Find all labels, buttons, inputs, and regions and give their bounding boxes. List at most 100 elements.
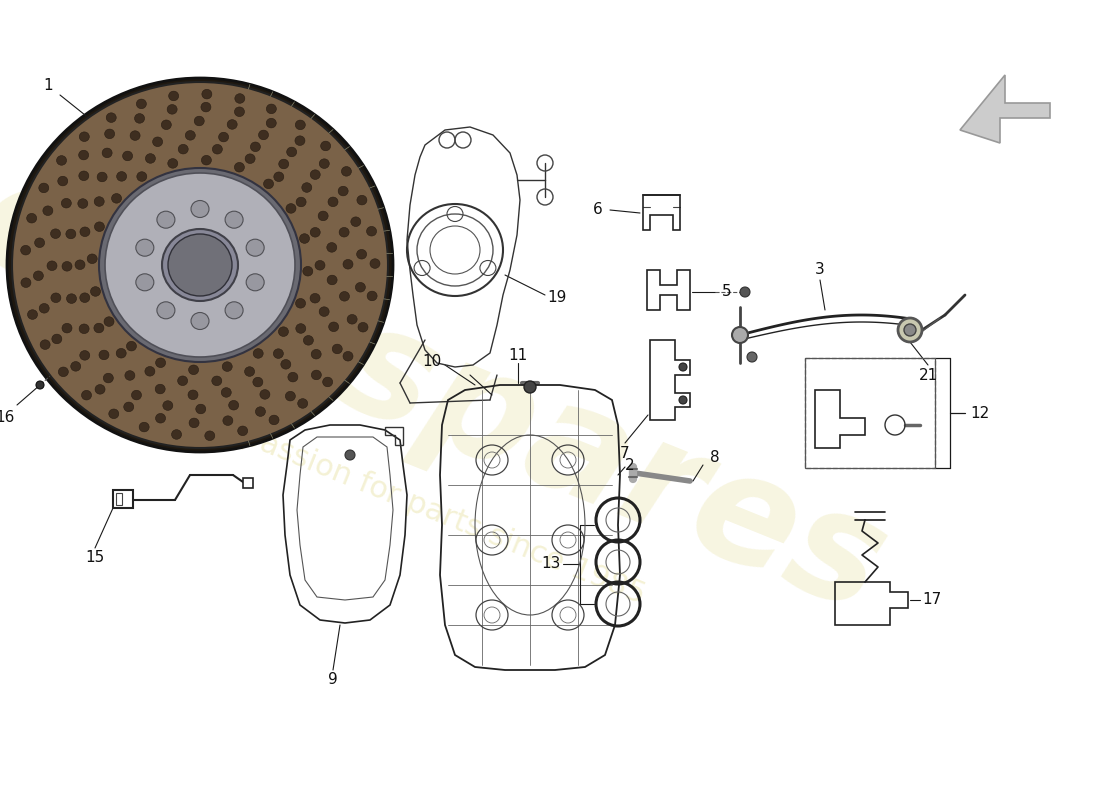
- Ellipse shape: [80, 227, 90, 237]
- Text: 1: 1: [43, 78, 53, 93]
- Ellipse shape: [28, 310, 37, 319]
- Ellipse shape: [266, 104, 276, 114]
- Ellipse shape: [102, 148, 112, 158]
- Ellipse shape: [287, 147, 297, 157]
- Ellipse shape: [201, 155, 211, 165]
- Ellipse shape: [280, 359, 290, 369]
- Ellipse shape: [212, 376, 222, 386]
- Ellipse shape: [898, 318, 922, 342]
- Ellipse shape: [80, 293, 90, 302]
- Ellipse shape: [95, 197, 104, 206]
- Ellipse shape: [136, 172, 146, 182]
- Bar: [113, 490, 133, 508]
- Ellipse shape: [47, 261, 57, 270]
- Text: 6: 6: [593, 202, 603, 218]
- Ellipse shape: [315, 261, 324, 270]
- Ellipse shape: [285, 391, 296, 401]
- Ellipse shape: [255, 406, 265, 416]
- Bar: [116, 493, 122, 505]
- Ellipse shape: [295, 136, 305, 146]
- Ellipse shape: [328, 197, 338, 206]
- Ellipse shape: [188, 365, 199, 374]
- Ellipse shape: [288, 372, 298, 382]
- Ellipse shape: [278, 327, 288, 337]
- Ellipse shape: [343, 351, 353, 361]
- Ellipse shape: [58, 367, 68, 377]
- Ellipse shape: [320, 141, 331, 150]
- Ellipse shape: [66, 294, 77, 303]
- Ellipse shape: [140, 422, 150, 432]
- Ellipse shape: [258, 130, 268, 140]
- Ellipse shape: [12, 82, 388, 448]
- Ellipse shape: [168, 91, 178, 101]
- Text: 7: 7: [620, 446, 630, 461]
- Text: 8: 8: [711, 450, 719, 466]
- Ellipse shape: [904, 324, 916, 336]
- Ellipse shape: [201, 102, 211, 112]
- Ellipse shape: [253, 378, 263, 387]
- Ellipse shape: [246, 239, 264, 256]
- Ellipse shape: [178, 144, 188, 154]
- Ellipse shape: [311, 350, 321, 359]
- Text: 10: 10: [422, 354, 441, 370]
- Ellipse shape: [221, 388, 231, 398]
- Bar: [805, 358, 935, 468]
- Ellipse shape: [202, 90, 212, 99]
- Text: 5: 5: [723, 285, 732, 299]
- Text: 2: 2: [625, 458, 635, 473]
- Ellipse shape: [212, 145, 222, 154]
- Ellipse shape: [95, 222, 104, 231]
- Text: 12: 12: [970, 406, 990, 421]
- Ellipse shape: [234, 94, 245, 103]
- Ellipse shape: [117, 171, 126, 181]
- Ellipse shape: [135, 274, 154, 291]
- Ellipse shape: [56, 156, 66, 166]
- Ellipse shape: [130, 130, 140, 140]
- Ellipse shape: [246, 274, 264, 291]
- Ellipse shape: [270, 415, 279, 425]
- Ellipse shape: [58, 176, 68, 186]
- Ellipse shape: [66, 229, 76, 238]
- Ellipse shape: [126, 342, 136, 351]
- Text: 9: 9: [328, 673, 338, 687]
- Ellipse shape: [191, 313, 209, 330]
- Ellipse shape: [366, 226, 376, 236]
- Ellipse shape: [104, 317, 114, 326]
- Ellipse shape: [327, 242, 337, 252]
- Ellipse shape: [319, 307, 329, 317]
- Ellipse shape: [62, 198, 72, 208]
- Ellipse shape: [296, 298, 306, 308]
- Ellipse shape: [95, 385, 104, 394]
- Text: 19: 19: [548, 290, 566, 306]
- Text: 13: 13: [541, 557, 561, 571]
- Ellipse shape: [278, 159, 288, 169]
- Ellipse shape: [219, 132, 229, 142]
- Ellipse shape: [296, 324, 306, 334]
- Ellipse shape: [107, 113, 117, 122]
- Ellipse shape: [339, 227, 349, 237]
- Ellipse shape: [117, 349, 126, 358]
- Ellipse shape: [40, 303, 49, 313]
- Ellipse shape: [205, 431, 214, 441]
- Ellipse shape: [111, 194, 121, 203]
- Ellipse shape: [327, 275, 337, 285]
- Ellipse shape: [62, 262, 72, 271]
- Ellipse shape: [97, 172, 107, 182]
- Bar: [243, 478, 253, 488]
- Ellipse shape: [52, 334, 62, 344]
- Ellipse shape: [34, 238, 45, 247]
- Bar: [805, 358, 935, 468]
- Ellipse shape: [188, 390, 198, 400]
- Ellipse shape: [304, 335, 313, 345]
- Ellipse shape: [99, 350, 109, 360]
- Ellipse shape: [238, 426, 248, 436]
- Ellipse shape: [299, 234, 309, 243]
- Ellipse shape: [226, 211, 243, 228]
- Ellipse shape: [226, 302, 243, 319]
- Ellipse shape: [253, 349, 263, 358]
- Ellipse shape: [311, 370, 321, 380]
- Polygon shape: [960, 75, 1050, 143]
- Ellipse shape: [351, 217, 361, 226]
- Ellipse shape: [62, 323, 72, 333]
- Ellipse shape: [228, 120, 238, 130]
